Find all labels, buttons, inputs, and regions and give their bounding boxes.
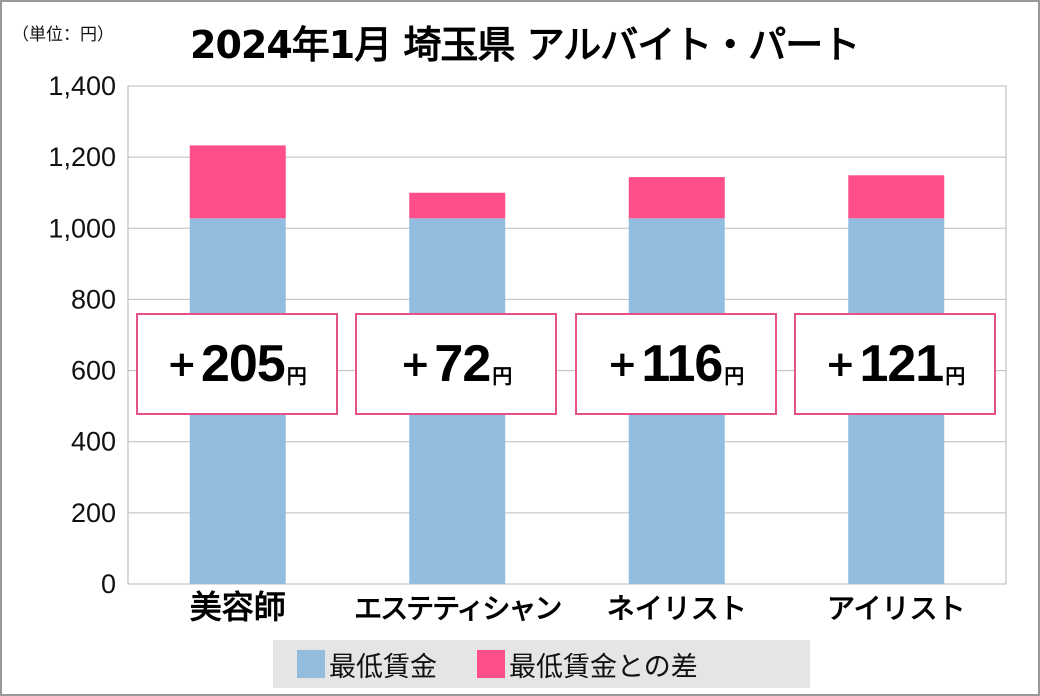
x-category-label: アイリスト — [827, 592, 966, 625]
y-tick-label: 1,000 — [48, 213, 116, 243]
plus-sign: + — [400, 343, 431, 385]
yen-unit: 円 — [724, 363, 745, 388]
legend-label-difference: 最低賃金との差 — [509, 651, 698, 683]
yen-unit: 円 — [492, 363, 513, 388]
x-category-label: 美容師 — [190, 588, 286, 626]
plus-sign: + — [166, 343, 197, 385]
x-category-label: エステティシャン — [354, 592, 561, 625]
y-tick-label: 1,400 — [48, 71, 116, 101]
bar-difference — [409, 192, 506, 219]
plus-sign: + — [607, 343, 638, 385]
y-tick-label: 1,200 — [48, 142, 116, 172]
x-category-label: ネイリスト — [607, 592, 747, 625]
y-tick-label: 400 — [71, 427, 116, 457]
difference-value: 116 — [641, 335, 723, 393]
plus-sign: + — [825, 343, 856, 385]
legend-item-min-wage: 最低賃金 — [297, 645, 437, 684]
chart-title: 2024年1月 埼玉県 アルバイト・パート — [190, 23, 860, 67]
legend-label-min-wage: 最低賃金 — [329, 651, 437, 683]
y-tick-label: 200 — [71, 498, 116, 528]
y-tick-label: 0 — [101, 569, 116, 599]
bar-difference — [189, 145, 286, 219]
legend-swatch-difference — [477, 650, 505, 678]
difference-value: 72 — [434, 335, 491, 393]
y-tick-label: 800 — [71, 284, 116, 314]
data-label-box: +116 円 — [574, 313, 777, 415]
data-label-box: +121 円 — [794, 313, 997, 415]
bar-difference — [628, 177, 725, 219]
legend: 最低賃金 最低賃金との差 — [273, 640, 810, 688]
yen-unit: 円 — [945, 363, 966, 388]
difference-value: 121 — [859, 335, 944, 393]
legend-item-difference: 最低賃金との差 — [477, 645, 698, 684]
data-label-box: +205 円 — [135, 313, 338, 415]
y-tick-label: 600 — [71, 356, 116, 386]
legend-swatch-min-wage — [297, 650, 325, 678]
difference-value: 205 — [200, 335, 286, 393]
bar-difference — [848, 175, 945, 219]
yen-unit: 円 — [286, 363, 307, 388]
data-label-box: +72 円 — [355, 313, 558, 415]
unit-label: （単位：円） — [12, 25, 114, 45]
